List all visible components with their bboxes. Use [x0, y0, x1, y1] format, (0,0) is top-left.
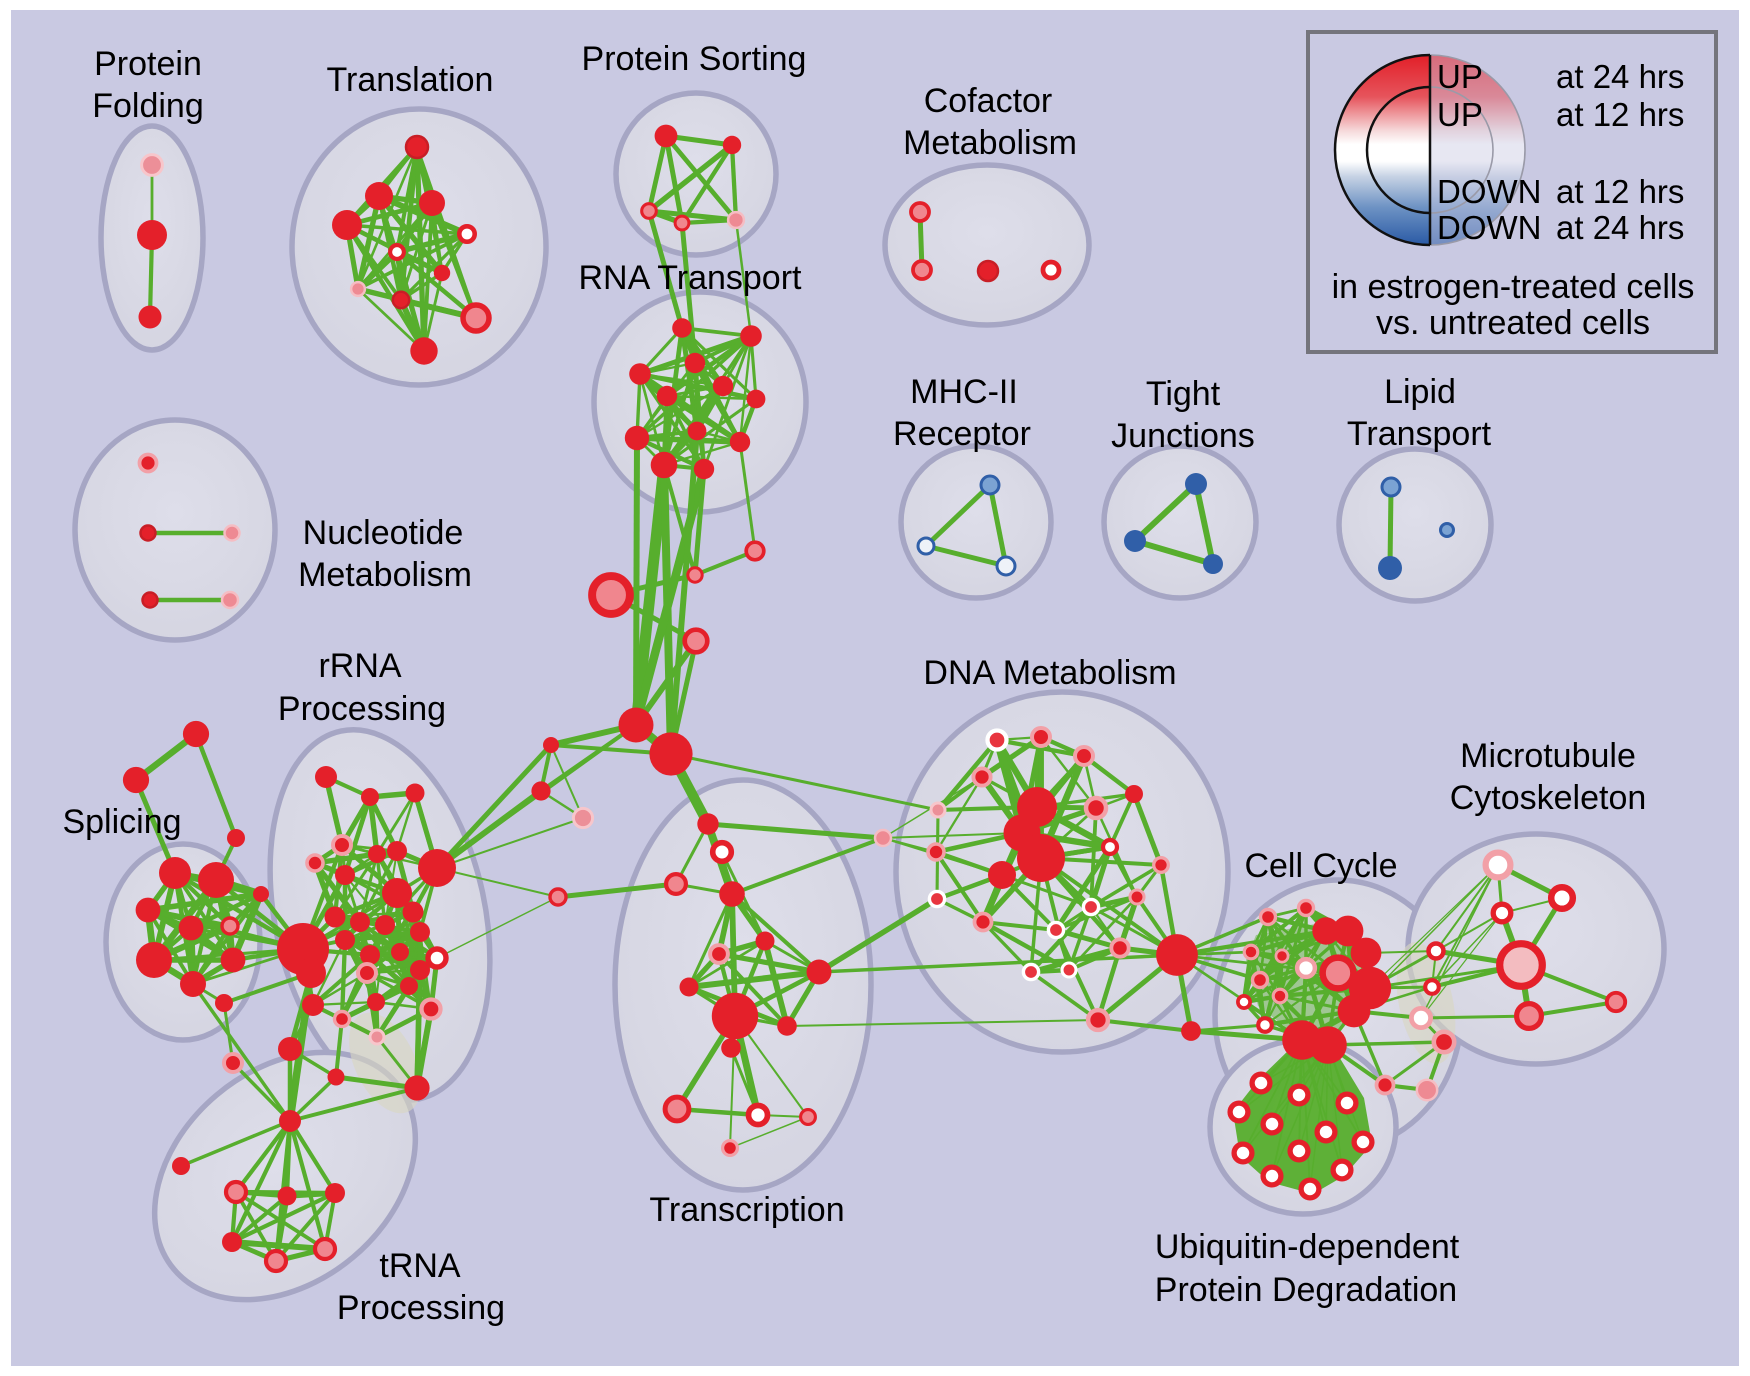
- svg-text:DOWN: DOWN: [1437, 209, 1541, 246]
- svg-text:UP: UP: [1437, 96, 1483, 133]
- svg-text:at 24 hrs: at 24 hrs: [1556, 58, 1684, 95]
- svg-text:Processing: Processing: [278, 690, 446, 728]
- svg-text:Metabolism: Metabolism: [903, 124, 1077, 162]
- svg-text:MHC-II: MHC-II: [910, 373, 1018, 411]
- svg-text:UP: UP: [1437, 58, 1483, 95]
- svg-text:Microtubule: Microtubule: [1460, 737, 1636, 775]
- svg-text:Splicing: Splicing: [62, 803, 181, 841]
- svg-text:Processing: Processing: [337, 1289, 505, 1327]
- svg-text:at 24 hrs: at 24 hrs: [1556, 209, 1684, 246]
- svg-text:RNA Transport: RNA Transport: [579, 259, 803, 297]
- svg-text:Lipid: Lipid: [1384, 373, 1456, 411]
- svg-text:Cofactor: Cofactor: [924, 82, 1053, 120]
- svg-text:Transport: Transport: [1347, 415, 1492, 453]
- svg-text:Tight: Tight: [1146, 375, 1221, 413]
- svg-text:Cell Cycle: Cell Cycle: [1244, 847, 1397, 885]
- svg-text:DNA Metabolism: DNA Metabolism: [923, 654, 1176, 692]
- svg-text:Cytoskeleton: Cytoskeleton: [1450, 779, 1647, 817]
- svg-text:Metabolism: Metabolism: [298, 556, 472, 594]
- svg-text:in estrogen-treated cells: in estrogen-treated cells: [1332, 268, 1695, 306]
- svg-text:Translation: Translation: [327, 61, 494, 99]
- svg-text:Folding: Folding: [92, 87, 204, 125]
- svg-text:Protein Sorting: Protein Sorting: [582, 40, 807, 78]
- svg-text:Protein: Protein: [94, 45, 202, 83]
- svg-text:at 12 hrs: at 12 hrs: [1556, 173, 1684, 210]
- svg-text:Ubiquitin-dependent: Ubiquitin-dependent: [1155, 1228, 1460, 1266]
- svg-text:Receptor: Receptor: [893, 415, 1031, 453]
- svg-text:tRNA: tRNA: [379, 1247, 461, 1285]
- svg-text:Transcription: Transcription: [649, 1191, 844, 1229]
- svg-text:DOWN: DOWN: [1437, 173, 1541, 210]
- svg-text:at 12 hrs: at 12 hrs: [1556, 96, 1684, 133]
- svg-text:Junctions: Junctions: [1111, 417, 1255, 455]
- svg-text:Nucleotide: Nucleotide: [303, 514, 464, 552]
- svg-text:rRNA: rRNA: [318, 647, 401, 685]
- svg-text:Protein Degradation: Protein Degradation: [1155, 1271, 1457, 1309]
- svg-text:vs. untreated cells: vs. untreated cells: [1376, 304, 1650, 342]
